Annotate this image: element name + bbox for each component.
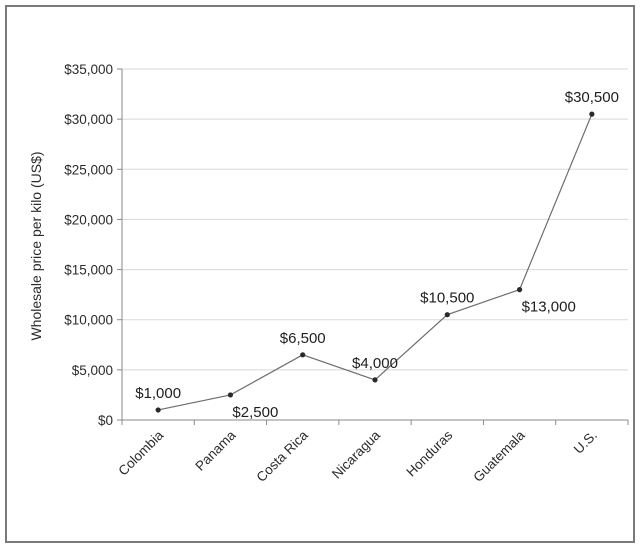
x-category-label: Panama	[192, 427, 239, 474]
y-tick-label: $35,000	[64, 62, 113, 77]
data-point	[444, 312, 450, 318]
data-label: $1,000	[135, 385, 181, 402]
data-label: $2,500	[232, 404, 278, 421]
data-label: $13,000	[522, 299, 576, 316]
x-category-label: Costa Rica	[254, 427, 312, 485]
axes	[117, 68, 629, 425]
y-tick-label: $20,000	[64, 212, 113, 227]
grid-lines	[122, 68, 628, 371]
series	[155, 111, 595, 413]
x-category-label: Colombia	[115, 427, 166, 478]
x-tick-labels: Colombia Panama Costa Rica Nicaragua Hondura…	[115, 427, 600, 485]
data-label: $30,500	[565, 89, 619, 106]
chart-border	[5, 5, 635, 543]
x-category-label: Guatemala	[470, 427, 528, 485]
y-tick-label: $25,000	[64, 162, 113, 177]
data-label: $10,500	[420, 290, 474, 307]
y-tick-label: $10,000	[64, 313, 113, 328]
data-point	[155, 407, 161, 413]
y-tick-label: $15,000	[64, 263, 113, 278]
data-label: $6,500	[280, 330, 326, 347]
y-tick-label: $30,000	[64, 112, 113, 127]
y-tick-label: $0	[98, 413, 113, 428]
data-point	[372, 377, 378, 383]
data-point	[516, 287, 523, 293]
y-tick-label: $5,000	[72, 363, 113, 378]
y-tick-labels: $0 $5,000 $10,000 $15,000 $20,000 $25,000 $30,…	[64, 62, 113, 428]
x-category-label: Honduras	[403, 427, 455, 479]
data-point	[227, 392, 234, 398]
x-category-label: U.S.	[571, 428, 600, 457]
x-category-label: Nicaragua	[329, 427, 383, 481]
data-point	[589, 111, 595, 117]
data-point	[300, 352, 306, 358]
y-axis-label: Wholesale price per kilo (US$)	[28, 151, 44, 340]
data-label: $4,000	[352, 355, 398, 372]
data-labels: $1,000 $2,500 $6,500 $4,000 $10,500 $13,000 $3…	[135, 89, 619, 421]
